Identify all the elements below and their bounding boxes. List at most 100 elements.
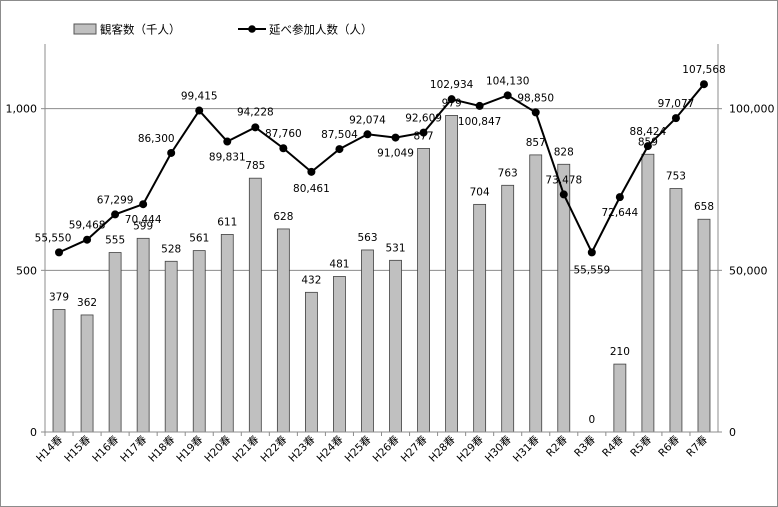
bar xyxy=(613,363,627,433)
line-marker xyxy=(279,144,288,153)
bar xyxy=(333,276,346,433)
bar-value-label: 379 xyxy=(49,291,69,303)
bar xyxy=(304,291,318,433)
line-marker xyxy=(307,167,316,176)
right-tick-label: 100,000 xyxy=(729,103,775,116)
bar xyxy=(389,259,402,433)
bar xyxy=(445,115,459,433)
line-value-label: 80,461 xyxy=(293,183,330,195)
category-label: R3春 xyxy=(572,433,598,459)
bar xyxy=(669,188,683,433)
line-value-label: 98,850 xyxy=(517,92,554,104)
category-label: R6春 xyxy=(656,433,682,459)
bar-value-label: 859 xyxy=(638,136,658,148)
line-marker xyxy=(559,190,568,199)
line-marker xyxy=(195,106,204,115)
category-label: H25春 xyxy=(343,433,374,464)
line-marker xyxy=(251,123,260,132)
legend-line-marker xyxy=(248,25,256,33)
bar xyxy=(276,228,290,433)
left-tick-label: 500 xyxy=(16,264,37,277)
line-marker xyxy=(139,200,148,209)
category-label: R7春 xyxy=(684,433,710,459)
line-marker xyxy=(615,193,624,202)
category-label: H16春 xyxy=(90,433,121,464)
bar-value-label: 628 xyxy=(273,211,293,223)
line-value-label: 100,847 xyxy=(458,116,501,128)
bar-value-label: 432 xyxy=(301,274,321,286)
category-label: H17春 xyxy=(118,433,149,464)
line-marker xyxy=(643,142,652,151)
line-value-label: 91,049 xyxy=(377,148,414,160)
line-value-label: 87,760 xyxy=(265,128,302,140)
category-label: H22春 xyxy=(259,433,290,464)
bar-series xyxy=(52,115,711,433)
category-label: R2春 xyxy=(544,433,570,459)
bar xyxy=(641,153,655,433)
bar-value-label: 611 xyxy=(217,216,237,228)
category-label: H24春 xyxy=(315,433,346,464)
bar xyxy=(529,154,543,433)
line-marker xyxy=(699,80,708,89)
category-label: H20春 xyxy=(202,433,233,464)
category-label: R4春 xyxy=(600,433,626,459)
bar-value-label: 563 xyxy=(357,232,377,244)
bar xyxy=(248,177,262,433)
bar-value-label: 0 xyxy=(588,414,595,426)
bar xyxy=(417,148,430,433)
left-tick-label: 1,000 xyxy=(6,103,38,116)
category-label: H28春 xyxy=(427,433,458,464)
line-marker xyxy=(587,248,596,257)
bar-value-label: 828 xyxy=(554,146,574,158)
line-series xyxy=(55,80,708,257)
line-value-label: 86,300 xyxy=(138,133,175,145)
bar-value-label: 979 xyxy=(442,97,462,109)
line-marker xyxy=(419,128,428,137)
line-marker xyxy=(111,210,120,219)
category-label: H30春 xyxy=(483,433,514,464)
category-label: H15春 xyxy=(62,433,93,464)
bar xyxy=(361,249,374,433)
legend-bar-swatch xyxy=(73,23,97,35)
line-marker xyxy=(447,95,456,104)
bar-value-label: 561 xyxy=(189,233,209,245)
line-marker xyxy=(83,235,92,244)
line-value-label: 94,228 xyxy=(237,106,274,118)
bar-value-label: 704 xyxy=(470,186,490,198)
line-marker xyxy=(363,130,372,139)
line-marker xyxy=(167,148,176,157)
line-path xyxy=(58,83,705,255)
left-tick-label: 0 xyxy=(30,426,37,439)
bar-value-label: 481 xyxy=(329,258,349,270)
bar-value-label: 753 xyxy=(666,171,686,183)
line-value-label: 89,831 xyxy=(209,152,246,164)
line-marker xyxy=(671,114,680,123)
bar xyxy=(164,260,178,433)
bar xyxy=(473,203,487,433)
bar-value-label: 210 xyxy=(610,346,630,358)
category-label: H19春 xyxy=(174,433,205,464)
bar xyxy=(80,314,94,433)
line-value-label: 97,077 xyxy=(658,98,695,110)
bar-value-label: 555 xyxy=(105,235,125,247)
bar xyxy=(52,309,66,433)
bar xyxy=(697,218,711,433)
line-marker xyxy=(391,133,400,142)
line-marker xyxy=(475,101,484,110)
line-marker xyxy=(223,137,232,146)
bar-value-label: 531 xyxy=(385,242,405,254)
bar-value-label: 785 xyxy=(245,160,265,172)
bar xyxy=(136,237,150,433)
bar xyxy=(501,184,515,433)
category-label: H23春 xyxy=(287,433,318,464)
legend-line-label: 延べ参加人数（人） xyxy=(269,23,373,37)
line-value-label: 55,550 xyxy=(35,232,72,244)
bar-value-label: 599 xyxy=(133,220,153,232)
legend: 観客数（千人） 延べ参加人数（人） xyxy=(73,23,373,37)
category-label: H26春 xyxy=(371,433,402,464)
bar-value-label: 362 xyxy=(77,297,97,309)
line-value-label: 107,568 xyxy=(682,64,725,76)
category-label: H27春 xyxy=(399,433,430,464)
